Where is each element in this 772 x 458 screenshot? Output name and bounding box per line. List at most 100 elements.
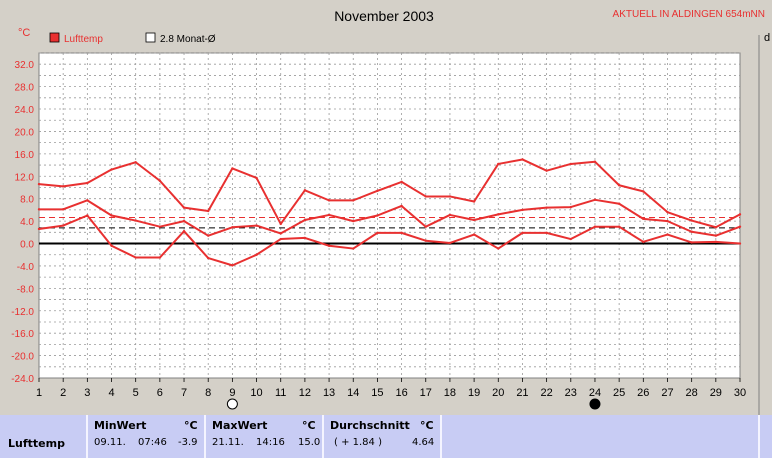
- data-point-min: [472, 233, 476, 236]
- data-point-min: [327, 244, 331, 247]
- data-point-min: [400, 231, 403, 235]
- legend-swatch-monat: [145, 32, 156, 43]
- data-point-min: [110, 244, 113, 247]
- data-point-min: [521, 231, 524, 235]
- data-point-min: [376, 231, 379, 235]
- y-tick-label: 8.0: [20, 195, 34, 206]
- data-point-min: [714, 240, 718, 244]
- plot-area: [38, 52, 741, 379]
- data-point-mean: [231, 226, 234, 229]
- data-point-mean: [327, 213, 331, 217]
- x-tick-label: 9: [229, 387, 235, 399]
- data-point-max: [37, 182, 41, 186]
- y-tick-label: 24.0: [15, 105, 35, 116]
- data-point-min: [231, 264, 234, 267]
- x-tick-label: 4: [108, 387, 114, 399]
- data-point-min: [666, 233, 669, 236]
- y-tick-label: 12.0: [15, 172, 35, 183]
- min-stat-box: MinWert °C 09.11. 07:46 -3.9: [88, 415, 204, 458]
- x-tick-label: 12: [299, 387, 311, 399]
- data-point-min: [352, 247, 355, 250]
- data-point-max: [400, 180, 403, 184]
- y-tick-label: -4.0: [17, 262, 35, 273]
- avg-stat-box: Durchschnitt °C ( + 1.84 ) 4.64: [324, 415, 440, 458]
- data-point-mean: [400, 204, 403, 208]
- min-value: -3.9: [178, 437, 198, 448]
- y-unit-label: °C: [18, 27, 30, 39]
- data-point-min: [593, 225, 597, 228]
- data-point-mean: [569, 205, 572, 209]
- x-tick-label: 30: [734, 387, 746, 399]
- y-tick-label: 32.0: [15, 60, 35, 71]
- stats-separator: [758, 415, 760, 458]
- data-point-min: [279, 237, 282, 241]
- data-point-min: [738, 242, 742, 245]
- series-line-min: [38, 214, 741, 267]
- data-point-mean: [690, 230, 693, 233]
- x-tick-label: 13: [323, 387, 335, 399]
- data-point-min: [61, 224, 65, 227]
- data-point-max: [61, 185, 65, 188]
- legend-label-monat: 2.8 Monat-Ø: [160, 34, 216, 45]
- data-point-max: [158, 179, 162, 182]
- y-tick-label: 28.0: [15, 83, 35, 94]
- stats-row-label-box: Lufttemp: [0, 415, 86, 458]
- min-time: 07:46: [138, 437, 167, 448]
- avg-value: 4.64: [412, 437, 435, 448]
- data-point-min: [134, 256, 137, 259]
- avg-delta: ( + 1.84 ): [334, 437, 382, 448]
- data-point-mean: [182, 219, 186, 223]
- data-point-mean: [279, 232, 282, 235]
- data-point-min: [497, 247, 500, 250]
- y-tick-label: -8.0: [17, 284, 35, 295]
- data-point-max: [207, 209, 210, 213]
- data-point-mean: [497, 213, 500, 216]
- min-date: 09.11.: [94, 437, 126, 448]
- x-tick-label: 19: [468, 387, 480, 399]
- moon-markers: [226, 398, 601, 410]
- right-edge-label: d: [764, 32, 770, 44]
- stats-separator: [86, 415, 88, 458]
- data-point-mean: [303, 218, 307, 222]
- data-point-mean: [86, 199, 89, 202]
- data-point-max: [182, 206, 186, 209]
- data-point-mean: [472, 218, 476, 222]
- data-point-mean: [376, 214, 379, 217]
- data-point-mean: [158, 225, 162, 228]
- data-point-min: [37, 227, 41, 231]
- data-point-max: [279, 222, 282, 226]
- status-text: AKTUELL IN ALDINGEN 654mNN: [613, 9, 765, 20]
- x-tick-label: 1: [36, 387, 42, 399]
- data-point-max: [690, 219, 693, 222]
- y-tick-label: 0.0: [20, 240, 34, 251]
- stats-separator: [322, 415, 324, 458]
- data-point-min: [255, 253, 258, 256]
- y-tick-label: 4.0: [20, 217, 34, 228]
- data-point-max: [472, 200, 476, 203]
- data-point-mean: [545, 206, 548, 209]
- x-axis: 1 2 3 4 5 6 7 8 9 10 11 12 13 14 15 16 17 18 19 20 21 22 23 24 2…: [36, 378, 746, 399]
- chart-title: November 2003: [334, 8, 434, 24]
- series-line-max: [38, 158, 741, 229]
- data-point-max: [738, 213, 742, 216]
- data-point-max: [303, 189, 307, 192]
- max-stat-box: MaxWert °C 21.11. 14:16 15.0: [206, 415, 322, 458]
- avg-unit: °C: [420, 419, 434, 432]
- x-tick-label: 17: [420, 387, 432, 399]
- data-point-mean: [642, 217, 645, 221]
- x-tick-label: 24: [589, 387, 601, 399]
- min-header: MinWert: [94, 419, 147, 432]
- y-tick-label: -20.0: [11, 352, 34, 363]
- stats-separator: [204, 415, 206, 458]
- data-point-max: [617, 184, 621, 187]
- data-point-mean: [714, 234, 718, 237]
- x-tick-label: 2: [60, 387, 66, 399]
- temperature-chart: November 2003 AKTUELL IN ALDINGEN 654mNN…: [11, 8, 770, 415]
- data-point-max: [642, 190, 645, 193]
- series-line-mean: [39, 198, 741, 237]
- data-point-max: [352, 199, 355, 202]
- data-point-max: [255, 176, 258, 180]
- x-tick-label: 8: [205, 387, 211, 399]
- y-tick-label: -16.0: [11, 329, 34, 340]
- y-tick-label: 20.0: [15, 127, 35, 138]
